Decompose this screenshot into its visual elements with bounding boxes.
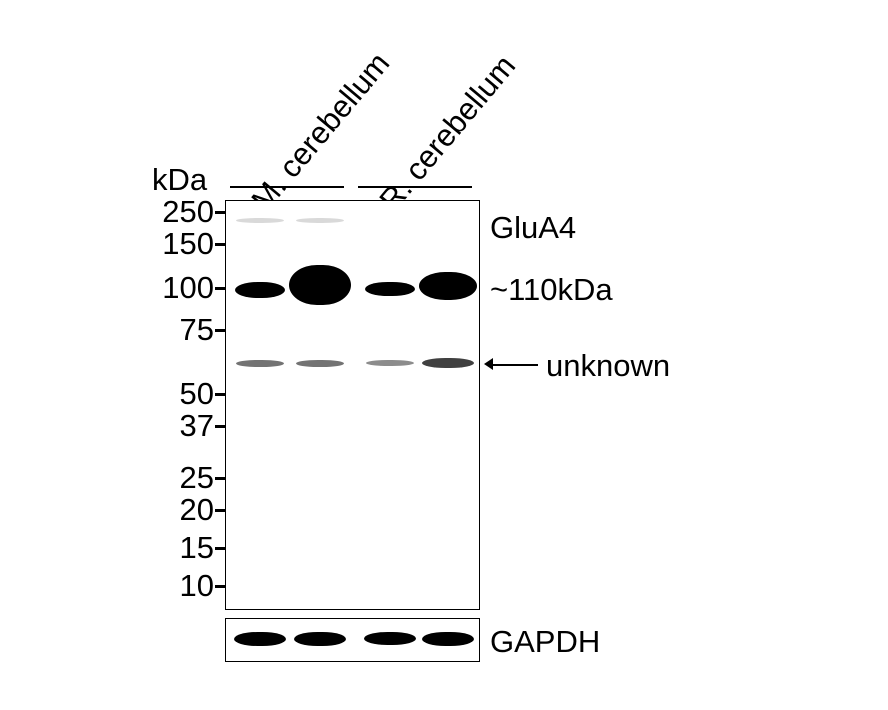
arrow-line [493, 364, 538, 366]
mw-marker-20: 20 [180, 492, 214, 528]
mw-tick-20 [215, 509, 225, 512]
arrow-head [484, 358, 493, 370]
sample-underline-0 [230, 186, 344, 188]
sample-label-1: R. cerebellum [372, 48, 523, 218]
gapdh-band-0 [234, 632, 286, 646]
western-blot-figure: M. cerebellumR. cerebellum kDa 250150100… [0, 0, 888, 710]
sample-underline-1 [358, 186, 472, 188]
gapdh-band-3 [422, 632, 474, 646]
main-band-4 [236, 360, 284, 367]
mw-tick-150 [215, 243, 225, 246]
mw-marker-10: 10 [180, 568, 214, 604]
mw-marker-250: 250 [162, 194, 214, 230]
main-band-2 [365, 282, 415, 296]
main-band-6 [366, 360, 414, 366]
gapdh-band-2 [364, 632, 416, 645]
mw-marker-25: 25 [180, 460, 214, 496]
right-label-3: GAPDH [490, 624, 600, 660]
mw-marker-100: 100 [162, 270, 214, 306]
mw-tick-50 [215, 393, 225, 396]
gapdh-band-1 [294, 632, 346, 646]
main-band-7 [422, 358, 474, 368]
mw-marker-75: 75 [180, 312, 214, 348]
main-band-1 [289, 265, 351, 305]
main-band-5 [296, 360, 344, 367]
main-band-3 [419, 272, 477, 300]
mw-tick-37 [215, 425, 225, 428]
mw-marker-150: 150 [162, 226, 214, 262]
main-band-9 [296, 218, 344, 223]
mw-tick-250 [215, 211, 225, 214]
mw-tick-75 [215, 329, 225, 332]
main-band-8 [236, 218, 284, 223]
right-label-1: ~110kDa [490, 272, 613, 308]
mw-marker-37: 37 [180, 408, 214, 444]
main-blot-panel [225, 200, 480, 610]
mw-marker-50: 50 [180, 376, 214, 412]
mw-tick-15 [215, 547, 225, 550]
right-label-0: GluA4 [490, 210, 576, 246]
main-band-0 [235, 282, 285, 298]
mw-marker-15: 15 [180, 530, 214, 566]
right-label-2: unknown [546, 348, 670, 384]
mw-tick-10 [215, 585, 225, 588]
mw-tick-25 [215, 477, 225, 480]
mw-tick-100 [215, 287, 225, 290]
